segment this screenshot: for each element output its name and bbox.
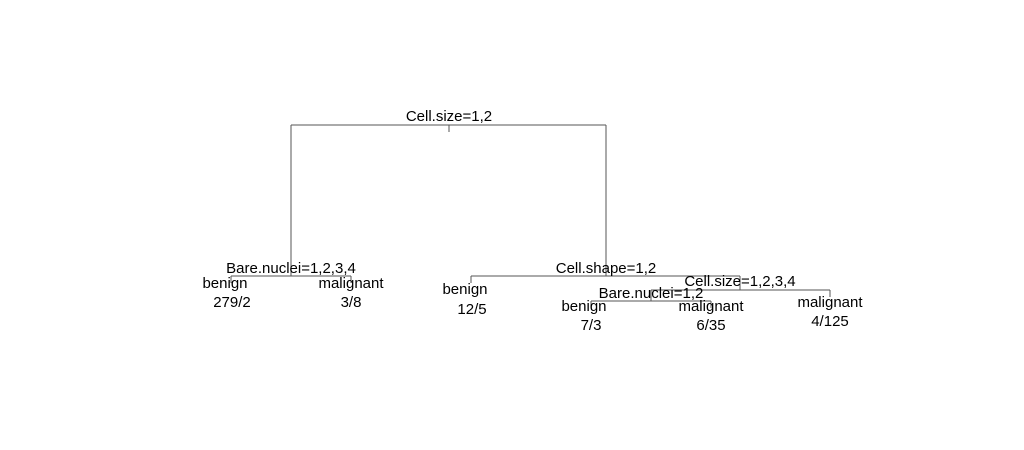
split-labels: Cell.size=1,2 Bare.nuclei=1,2,3,4 Cell.s… (226, 108, 796, 302)
leaf-6-counts: 4/125 (811, 313, 849, 330)
leaf-2-class: malignant (318, 275, 384, 292)
leaf-4-class: benign (561, 298, 606, 315)
leaf-1-class: benign (202, 275, 247, 292)
leaf-labels: benign 279/2 malignant 3/8 benign 12/5 b… (202, 275, 863, 334)
left-split-label: Bare.nuclei=1,2,3,4 (226, 260, 356, 277)
right-right-split-label: Cell.size=1,2,3,4 (684, 273, 795, 290)
tree-edges (230, 124, 831, 308)
leaf-5-class: malignant (678, 298, 744, 315)
leaf-2-counts: 3/8 (341, 294, 362, 311)
leaf-1-counts: 279/2 (213, 294, 251, 311)
leaf-5-counts: 6/35 (696, 317, 725, 334)
leaf-3-counts: 12/5 (457, 301, 486, 318)
root-split-label: Cell.size=1,2 (406, 108, 492, 125)
right-right-left-split-label: Bare.nuclei=1,2 (599, 285, 704, 302)
leaf-4-counts: 7/3 (581, 317, 602, 334)
right-split-label: Cell.shape=1,2 (556, 260, 657, 277)
leaf-3-class: benign (442, 281, 487, 298)
leaf-6-class: malignant (797, 294, 863, 311)
